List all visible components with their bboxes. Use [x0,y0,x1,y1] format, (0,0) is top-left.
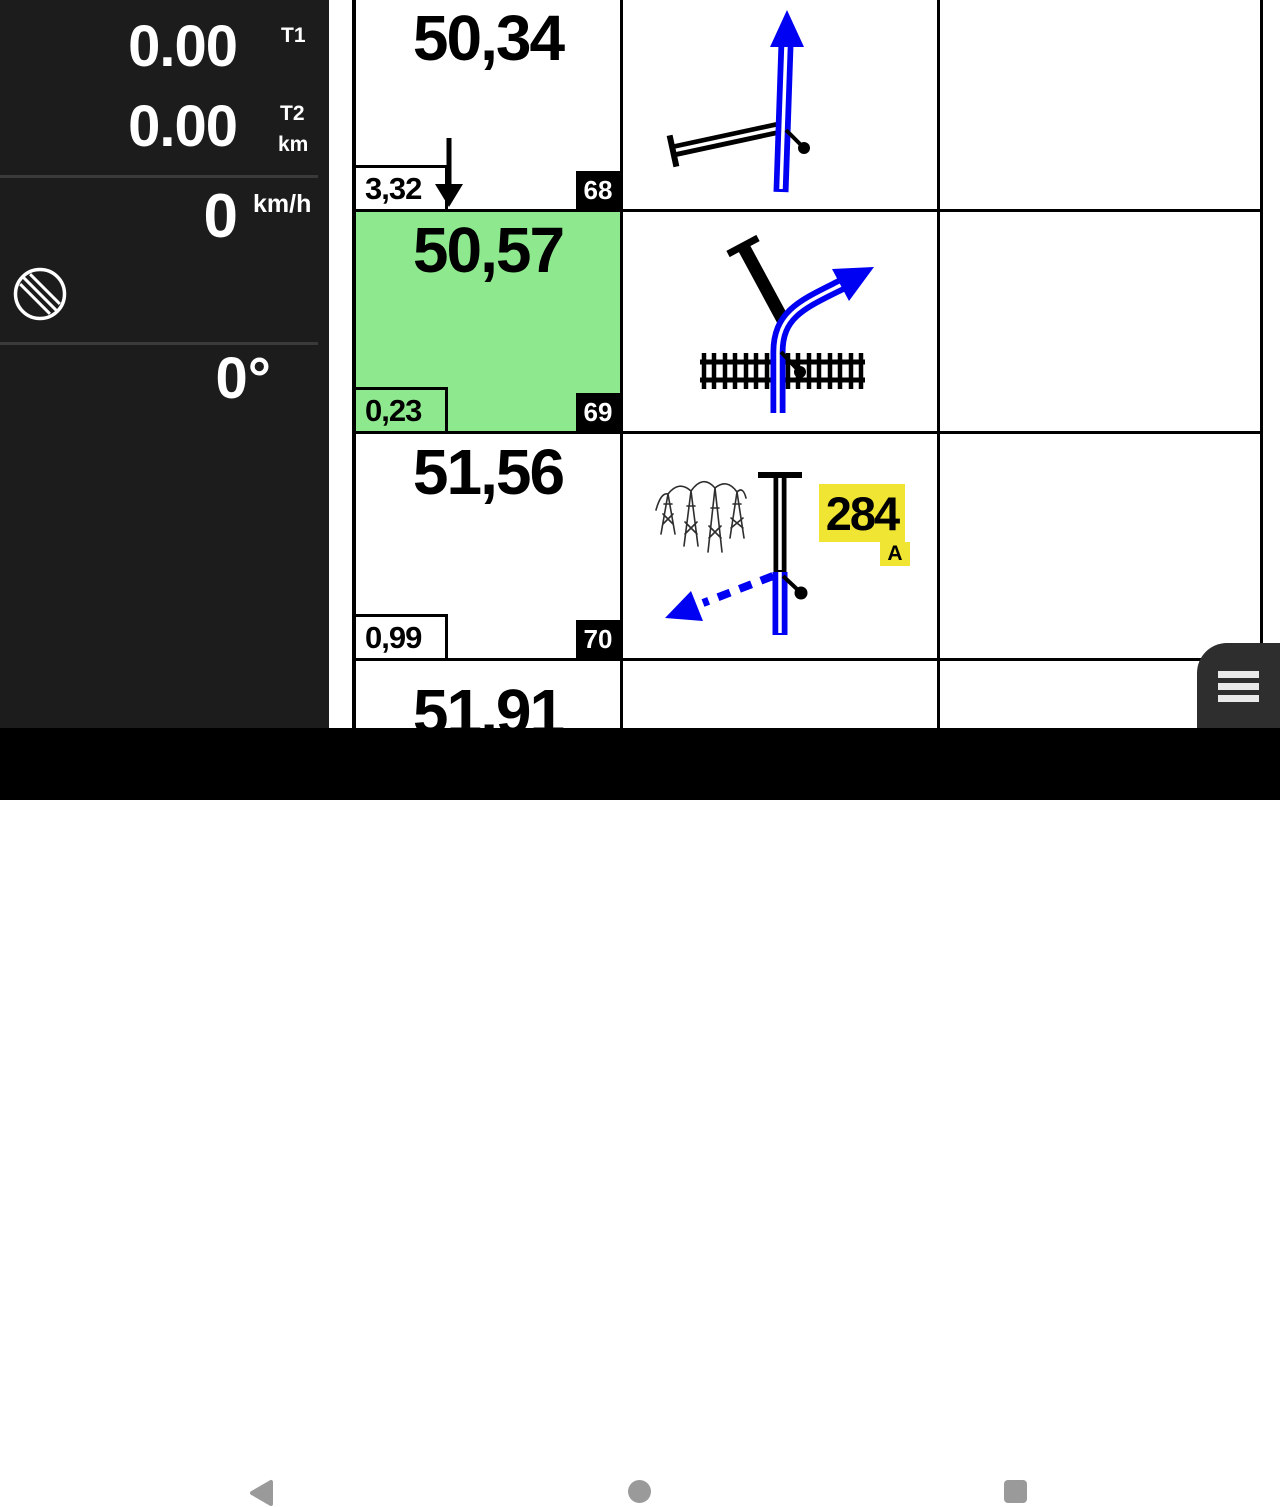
waypoint-number-badge: 68 [576,171,620,209]
heading-value: 0 [215,346,248,411]
tulip-cell [623,0,940,209]
notes-cell [940,434,1260,658]
back-icon[interactable] [248,1479,276,1507]
trip1-odometer-value[interactable]: 0.00 [128,14,238,79]
trip2-label: T2 [280,102,305,125]
notes-cell [940,212,1260,431]
trip-unit-label: km [278,133,309,156]
tulip-railway-crossing-bear-right-icon [700,234,874,413]
roadbook-row-69[interactable]: 50,57 0,23 69 [356,212,1260,434]
waypoint-number-badge: 69 [576,393,620,431]
tulip-power-lines-heading-icon [655,472,808,635]
compass-heading: 0° [216,350,271,408]
interval-distance-box: 3,32 [356,165,448,209]
total-distance: 51,91 [412,676,565,728]
recents-icon[interactable] [1004,1480,1027,1503]
distance-cell: 51,91 [356,661,623,728]
speed-value: 0 [203,182,238,251]
android-navigation-bar [0,728,1280,1506]
tulip-cell [623,212,940,431]
panel-divider [0,175,318,178]
cap-heading-badge: 284 [819,484,905,542]
trip-computer-panel: 0.00 T1 0.00 T2 km 0 km/h 0° [0,0,329,728]
total-distance: 51,56 [412,436,565,508]
heading-degree-sign: ° [247,346,271,411]
panel-divider [0,342,318,345]
no-speed-limit-sign-icon [13,267,67,321]
roadbook-row-next[interactable]: 51,91 [356,661,1260,728]
roadbook-row-68[interactable]: 50,34 3,32 68 [356,0,1260,212]
cap-heading-suffix-badge: A [880,542,910,566]
interval-distance-box: 0,23 [356,387,448,431]
interval-distance: 0,23 [365,392,422,428]
distance-cell: 50,34 3,32 68 [356,0,623,209]
total-distance: 50,57 [412,214,565,286]
distance-cell: 51,56 0,99 70 [356,434,623,658]
roadbook-row-70[interactable]: 51,56 0,99 70 [356,434,1260,661]
arrow-down-icon [435,138,463,207]
tulip-cell: 284 A [623,434,940,658]
tulip-cell [623,661,940,728]
interval-distance: 3,32 [365,170,422,206]
home-icon[interactable] [628,1480,651,1503]
menu-button[interactable] [1197,643,1280,728]
speed-unit-label: km/h [253,190,312,218]
tulip-straight-ahead-track-left-icon [666,10,810,193]
interval-distance-box: 0,99 [356,614,448,658]
trip1-label: T1 [281,24,306,47]
notes-cell [940,0,1260,209]
waypoint-number-badge: 70 [576,620,620,658]
interval-distance: 0,99 [365,619,422,655]
distance-cell-highlighted: 50,57 0,23 69 [356,212,623,431]
trip2-odometer-value[interactable]: 0.00 [128,94,238,159]
roadbook-table: 50,34 3,32 68 [352,0,1263,728]
total-distance: 50,34 [412,2,565,74]
